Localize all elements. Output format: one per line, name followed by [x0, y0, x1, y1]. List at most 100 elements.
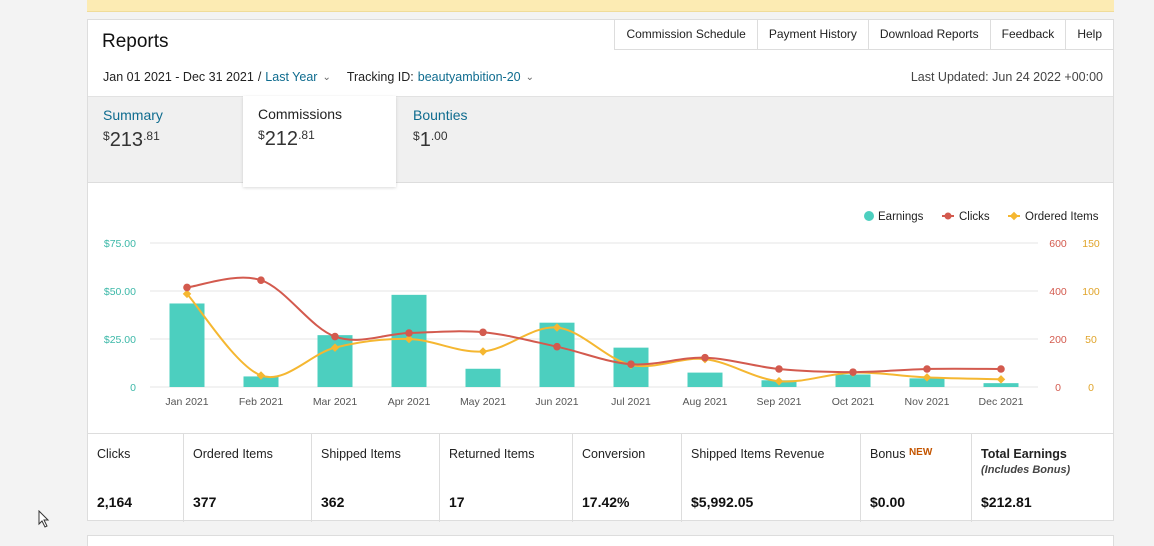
clicks-point [627, 360, 635, 368]
clicks-point [331, 332, 339, 341]
feedback-link[interactable]: Feedback [989, 19, 1067, 50]
stat-bonus: Bonus NEW $0.00 [861, 434, 972, 522]
legend-earnings-label: Earnings [878, 211, 924, 223]
clicks-point [257, 276, 265, 284]
summary-tabs: Summary $213.81 Commissions $212.81 Boun… [88, 96, 1113, 187]
clicks-point [553, 342, 561, 351]
right-tick-label: 0 [1088, 382, 1094, 394]
stat-value: 362 [321, 494, 345, 510]
top-links: Commission Schedule Payment History Down… [614, 19, 1114, 50]
stat-label: Conversion [582, 447, 646, 461]
earnings-chart: $75.00 $50.00 $25.00 0 600 400 200 0 150 100 50 0 Ja… [88, 184, 1113, 434]
page-title: Reports [102, 31, 169, 52]
x-tick-label: Jan 2021 [165, 396, 208, 408]
stat-label: Bonus NEW [870, 447, 933, 461]
left-tick-label: $75.00 [104, 238, 136, 250]
left-tick-label: $25.00 [104, 334, 136, 346]
stat-ordered-items: Ordered Items 377 [184, 434, 312, 522]
legend-ordered-label: Ordered Items [1025, 211, 1099, 223]
clicks-point [997, 365, 1005, 373]
earnings-bar [465, 368, 501, 387]
tab-label: Summary [103, 107, 163, 123]
clicks-point [701, 353, 709, 362]
date-range: Jan 01 2021 - Dec 31 2021 [103, 70, 254, 84]
chevron-down-icon[interactable]: ⌄ [322, 71, 331, 83]
ordered-items-line [186, 293, 1002, 383]
stat-label: Total Earnings [981, 447, 1067, 461]
x-tick-label: Jun 2021 [535, 396, 578, 408]
earnings-bar [317, 335, 353, 387]
stat-label: Clicks [97, 447, 131, 461]
legend-clicks-label: Clicks [959, 211, 990, 223]
legend-ordered-swatch [1009, 211, 1019, 221]
ordered-items-point [478, 347, 488, 356]
earnings-bar [983, 383, 1019, 387]
stat-value: $0.00 [870, 494, 906, 510]
ordered-items-point [330, 343, 340, 352]
download-reports-link[interactable]: Download Reports [867, 19, 991, 50]
tracking-id-dropdown[interactable]: beautyambition-20 [417, 70, 521, 84]
stat-sublabel: (Includes Bonus) [981, 464, 1071, 476]
stat-value: 17 [449, 494, 465, 510]
tab-commissions[interactable]: Commissions $212.81 [243, 96, 396, 187]
stat-value: 377 [193, 494, 217, 510]
mouse-cursor-icon [38, 510, 50, 528]
x-tick-label: Aug 2021 [683, 396, 728, 408]
legend-clicks-swatch [944, 212, 952, 220]
new-badge: NEW [908, 447, 933, 458]
tab-summary[interactable]: Summary $213.81 [88, 97, 243, 184]
x-tick-label: Nov 2021 [905, 396, 950, 408]
earnings-bar [909, 378, 945, 387]
earnings-bar [687, 372, 723, 387]
left-tick-label: 0 [130, 382, 136, 394]
tab-amount: $212.81 [258, 128, 315, 150]
right-tick-label: 0 [1055, 382, 1061, 394]
x-tick-label: Oct 2021 [832, 396, 875, 408]
right-tick-label: 100 [1082, 286, 1100, 298]
stat-label: Shipped Items Revenue [691, 447, 825, 461]
notice-banner [87, 0, 1114, 12]
next-card [87, 535, 1114, 546]
last-updated: Last Updated: Jun 24 2022 +00:00 [910, 70, 1103, 84]
right-tick-label: 400 [1049, 286, 1067, 298]
earnings-bar [243, 376, 279, 387]
reports-card: Reports Commission Schedule Payment Hist… [87, 19, 1114, 522]
stat-label: Shipped Items [321, 447, 401, 461]
x-tick-label: May 2021 [460, 396, 506, 408]
stat-value: $5,992.05 [691, 494, 754, 510]
date-separator: / [257, 70, 262, 84]
ordered-items-point [404, 334, 414, 344]
chevron-down-icon[interactable]: ⌄ [525, 71, 534, 83]
ordered-items-point [996, 375, 1006, 384]
tab-amount: $213.81 [103, 129, 160, 151]
stat-value: 2,164 [97, 494, 133, 510]
stat-returned-items: Returned Items 17 [440, 434, 573, 522]
right-tick-label: 600 [1049, 238, 1067, 250]
x-tick-label: Sep 2021 [757, 396, 802, 408]
tracking-label: Tracking ID: [346, 70, 414, 84]
x-tick-label: Apr 2021 [388, 396, 431, 408]
clicks-line [186, 276, 1002, 374]
stat-conversion: Conversion 17.42% [573, 434, 682, 522]
commission-schedule-link[interactable]: Commission Schedule [614, 19, 758, 50]
help-link[interactable]: Help [1065, 19, 1114, 50]
stat-value: 17.42% [582, 494, 630, 510]
stat-clicks: Clicks 2,164 [88, 434, 184, 522]
clicks-point [923, 365, 931, 373]
stats-row: Clicks 2,164 Ordered Items 377 Shipped I… [88, 433, 1113, 522]
ordered-items-point [922, 373, 932, 382]
clicks-point [849, 368, 857, 376]
x-tick-label: Dec 2021 [979, 396, 1024, 408]
earnings-bar [835, 374, 871, 387]
stat-label: Returned Items [449, 447, 535, 461]
filters-bar: Jan 01 2021 - Dec 31 2021 / Last Year ⌄ … [103, 70, 550, 84]
chart-svg: $75.00 $50.00 $25.00 0 600 400 200 0 150 100 50 0 Ja… [104, 211, 1100, 408]
tab-bounties[interactable]: Bounties $1.00 [398, 97, 558, 184]
right-tick-label: 150 [1082, 238, 1100, 250]
right-tick-label: 50 [1085, 334, 1097, 346]
x-tick-label: Mar 2021 [313, 396, 358, 408]
tab-label: Bounties [413, 107, 468, 123]
tab-label: Commissions [258, 106, 343, 122]
period-dropdown[interactable]: Last Year [265, 70, 318, 84]
payment-history-link[interactable]: Payment History [756, 19, 869, 50]
